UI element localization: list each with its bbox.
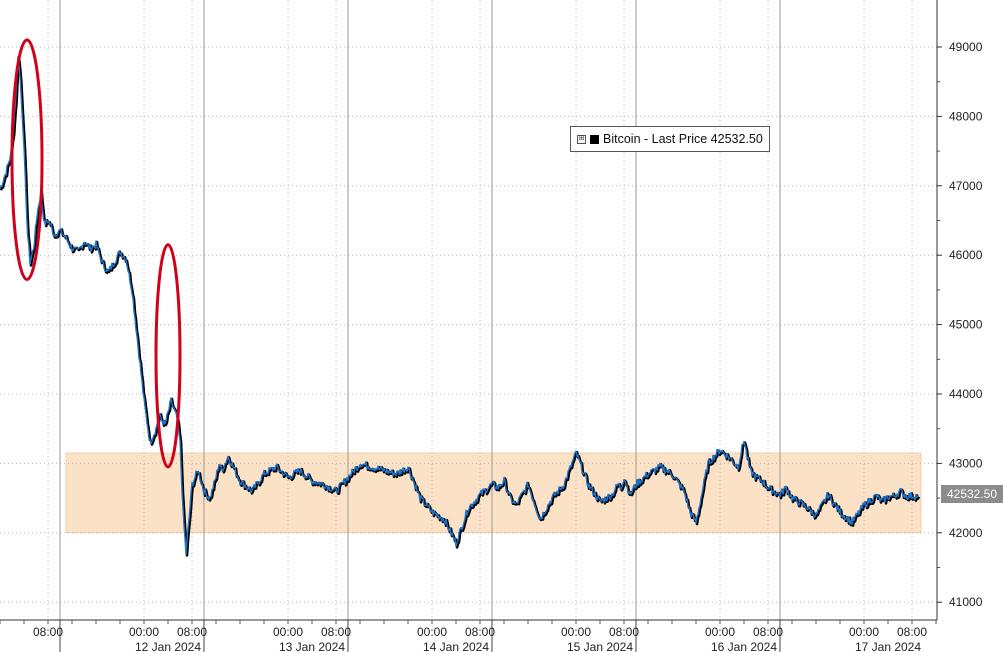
highlight-ellipse-2 [154, 243, 182, 469]
last-price-tag: 42532.50 [941, 485, 1003, 503]
x-time-label: 00:00 [849, 625, 879, 639]
legend-label: Bitcoin - Last Price 42532.50 [603, 132, 763, 146]
x-time-label: 00:00 [129, 625, 159, 639]
range-band-rect [65, 452, 922, 534]
legend-swatch [590, 134, 599, 144]
x-date-label: 15 Jan 2024 [567, 640, 633, 652]
y-tick-label: 41000 [949, 595, 983, 609]
x-time-label: 00:00 [417, 625, 447, 639]
x-time-label: 00:00 [273, 625, 303, 639]
x-time-label: 08:00 [753, 625, 783, 639]
x-date-label: 16 Jan 2024 [711, 640, 777, 652]
highlight-ellipse-1 [10, 38, 44, 281]
x-time-label: 08:00 [33, 625, 63, 639]
legend-toggle-icon[interactable]: ⊞ [577, 134, 586, 144]
highlight-annotations [10, 38, 182, 469]
y-tick-label: 49000 [949, 40, 983, 54]
x-time-label: 08:00 [609, 625, 639, 639]
y-tick-label: 46000 [949, 248, 983, 262]
x-time-label: 00:00 [561, 625, 591, 639]
grid-lines [0, 0, 937, 620]
y-tick-label: 42000 [949, 526, 983, 540]
price-range-band [65, 452, 922, 534]
x-time-label: 08:00 [465, 625, 495, 639]
x-time-label: 08:00 [897, 625, 927, 639]
price-line [0, 55, 919, 556]
x-date-label: 17 Jan 2024 [855, 640, 921, 652]
x-time-label: 08:00 [321, 625, 351, 639]
y-tick-label: 47000 [949, 179, 983, 193]
y-tick-label: 45000 [949, 318, 983, 332]
x-time-label: 00:00 [705, 625, 735, 639]
x-date-label: 12 Jan 2024 [135, 640, 201, 652]
bitcoin-price-series [0, 55, 921, 557]
y-tick-label: 48000 [949, 109, 983, 123]
x-time-label: 08:00 [177, 625, 207, 639]
y-tick-label: 44000 [949, 387, 983, 401]
legend[interactable]: ⊞ Bitcoin - Last Price 42532.50 [570, 126, 770, 152]
x-date-label: 13 Jan 2024 [279, 640, 345, 652]
x-date-label: 14 Jan 2024 [423, 640, 489, 652]
y-tick-label: 43000 [949, 456, 983, 470]
